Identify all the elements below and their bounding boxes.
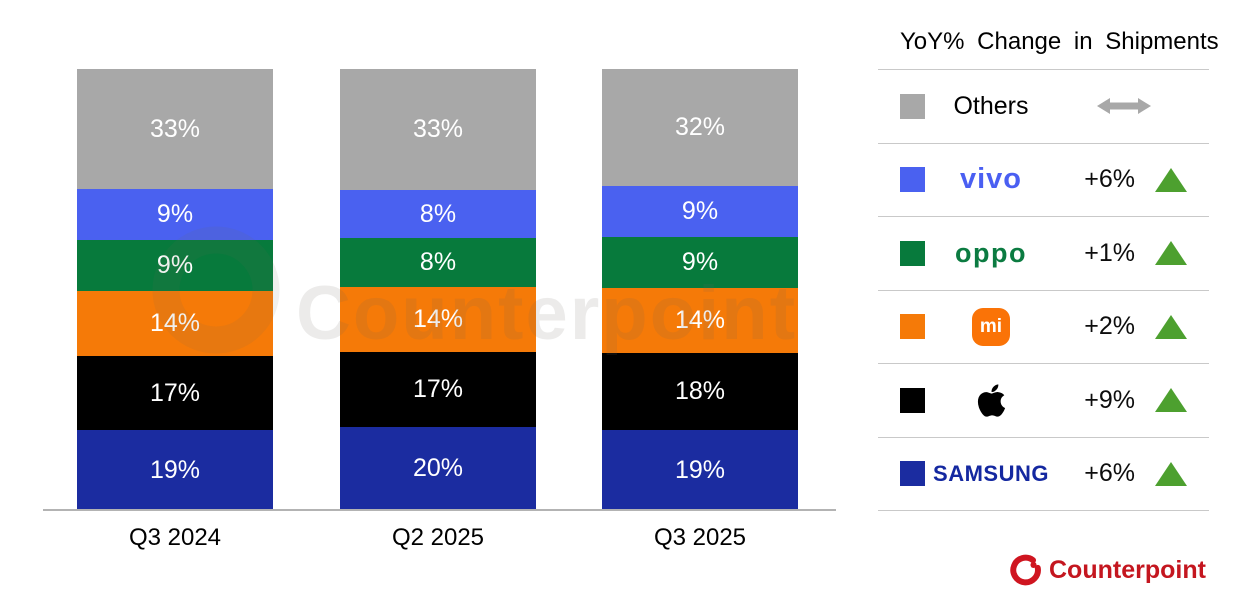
others-swatch bbox=[900, 93, 925, 119]
samsung-swatch bbox=[900, 461, 925, 487]
bar-segment-value: 20% bbox=[412, 453, 464, 482]
counterpoint-logo: Counterpoint bbox=[1008, 553, 1206, 587]
others-trend-cell bbox=[1057, 96, 1191, 116]
x-axis-line bbox=[43, 509, 836, 511]
samsung-trend-cell bbox=[1151, 461, 1191, 486]
up-triangle-icon bbox=[1155, 241, 1187, 266]
bar-segment-value: 17% bbox=[412, 375, 464, 404]
bar-segment-oppo: 8% bbox=[340, 238, 536, 287]
bar-segment-value: 14% bbox=[674, 306, 726, 335]
bar-segment-samsung: 19% bbox=[602, 430, 798, 511]
xiaomi-trend-cell bbox=[1151, 314, 1191, 339]
vivo-swatch bbox=[900, 167, 925, 193]
vivo-logo-cell: vivo bbox=[925, 163, 1057, 196]
bar-segment-oppo: 9% bbox=[77, 240, 273, 291]
others-label-cell: Others bbox=[925, 92, 1057, 121]
bar-segment-value: 19% bbox=[674, 455, 726, 484]
stacked-bar-q2-2025: 33% 8% 8% 14% 17% 20% bbox=[340, 69, 536, 510]
bar-segment-samsung: 19% bbox=[77, 430, 273, 511]
up-triangle-icon bbox=[1155, 461, 1187, 486]
bar-segment-vivo: 9% bbox=[602, 186, 798, 238]
bar-segment-others: 33% bbox=[340, 69, 536, 191]
bar-segment-others: 32% bbox=[602, 69, 798, 187]
bar-segment-value: 14% bbox=[149, 309, 201, 338]
counterpoint-c-icon bbox=[1010, 554, 1041, 586]
x-axis-label: Q3 2024 bbox=[128, 524, 222, 551]
vivo-trend-cell bbox=[1151, 167, 1191, 192]
bar-segment-value: 8% bbox=[419, 247, 457, 276]
flat-arrow-icon bbox=[1097, 98, 1151, 115]
legend-row-others: Others bbox=[878, 69, 1209, 143]
apple-logo-cell bbox=[925, 382, 1057, 419]
legend-title: YoY% Change in Shipments bbox=[900, 28, 1219, 55]
bar-segment-value: 17% bbox=[149, 378, 201, 407]
bar-segment-apple: 17% bbox=[340, 352, 536, 427]
apple-trend-cell bbox=[1151, 388, 1191, 413]
bar-segment-value: 9% bbox=[681, 248, 719, 277]
oppo-logo: oppo bbox=[955, 237, 1027, 268]
samsung-logo-cell: SAMSUNG bbox=[925, 461, 1057, 487]
bar-segment-apple: 17% bbox=[77, 356, 273, 431]
plot-area: 33% 9% 9% 14% 17% 19% Q3 2024 33% 8% 8% 14% 17% 20% Q… bbox=[43, 69, 836, 551]
bar-segment-value: 33% bbox=[412, 115, 464, 144]
bar-segment-samsung: 20% bbox=[340, 426, 536, 510]
bar-segment-vivo: 8% bbox=[340, 190, 536, 239]
bar-segment-apple: 18% bbox=[602, 353, 798, 431]
legend-rows: Others vivo +6% bbox=[878, 69, 1209, 511]
oppo-trend-cell bbox=[1151, 241, 1191, 266]
bar-segment-value: 9% bbox=[156, 250, 194, 279]
mi-logo-text: mi bbox=[979, 316, 1003, 338]
bar-segment-value: 33% bbox=[149, 114, 201, 143]
bar-segment-xiaomi: 14% bbox=[340, 286, 536, 353]
legend-row-apple: +9% bbox=[878, 363, 1209, 437]
xiaomi-logo-cell: mi bbox=[925, 307, 1057, 346]
legend-row-xiaomi: mi +2% bbox=[878, 289, 1209, 364]
vivo-logo: vivo bbox=[959, 163, 1023, 196]
xiaomi-swatch bbox=[900, 314, 925, 340]
x-axis-label: Q2 2025 bbox=[391, 524, 485, 551]
bar-segment-xiaomi: 14% bbox=[602, 288, 798, 354]
bar-segment-oppo: 9% bbox=[602, 237, 798, 289]
oppo-change: +1% bbox=[1084, 238, 1135, 267]
bar-segment-others: 33% bbox=[77, 69, 273, 190]
bar-segment-vivo: 9% bbox=[77, 189, 273, 241]
bar-segment-value: 9% bbox=[156, 200, 194, 229]
stacked-bar-q3-2024: 33% 9% 9% 14% 17% 19% bbox=[77, 69, 273, 511]
apple-swatch bbox=[900, 387, 925, 413]
vivo-change: +6% bbox=[1084, 165, 1135, 194]
bar-segment-value: 19% bbox=[149, 455, 201, 484]
oppo-swatch bbox=[900, 240, 925, 266]
up-triangle-icon bbox=[1155, 167, 1187, 192]
bar-segment-value: 9% bbox=[681, 197, 719, 226]
bar-segment-value: 32% bbox=[674, 113, 726, 142]
samsung-logo: SAMSUNG bbox=[933, 460, 1049, 486]
xiaomi-change: +2% bbox=[1084, 312, 1135, 341]
up-triangle-icon bbox=[1155, 388, 1187, 413]
apple-change: +9% bbox=[1084, 385, 1135, 414]
legend-panel: YoY% Change in Shipments Others bbox=[878, 28, 1219, 511]
legend-row-samsung: SAMSUNG +6% bbox=[878, 436, 1209, 511]
xiaomi-mi-logo-icon: mi bbox=[972, 307, 1010, 346]
bar-segment-value: 14% bbox=[412, 304, 464, 333]
legend-row-vivo: vivo +6% bbox=[878, 142, 1209, 217]
legend-row-oppo: oppo +1% bbox=[878, 216, 1209, 290]
stacked-bar-q3-2025: 32% 9% 9% 14% 18% 19% bbox=[602, 69, 798, 511]
bar-segment-xiaomi: 14% bbox=[77, 290, 273, 357]
oppo-logo-cell: oppo bbox=[925, 238, 1057, 269]
bar-segment-value: 8% bbox=[419, 199, 457, 228]
others-label: Others bbox=[953, 91, 1029, 120]
counterpoint-logo-text: Counterpoint bbox=[1049, 555, 1206, 584]
samsung-change: +6% bbox=[1084, 459, 1135, 488]
bar-segment-value: 18% bbox=[674, 377, 726, 406]
x-axis-label: Q3 2025 bbox=[653, 524, 747, 551]
apple-logo-icon bbox=[977, 384, 1005, 417]
up-triangle-icon bbox=[1155, 314, 1187, 339]
